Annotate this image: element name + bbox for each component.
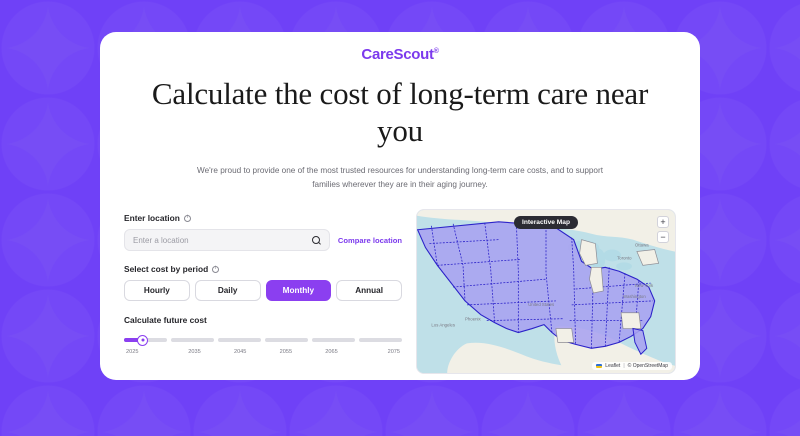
lake-huron <box>603 249 622 262</box>
zoom-out-button[interactable]: − <box>657 231 669 244</box>
page-title: Calculate the cost of long-term care nea… <box>151 76 649 148</box>
slider-tick: 2065 <box>325 349 338 356</box>
compare-location-link[interactable]: Compare location <box>337 235 402 245</box>
openstreetmap-link[interactable]: © OpenStreetMap <box>627 363 668 370</box>
slider-segment <box>171 338 214 343</box>
period-button-annual[interactable]: Annual <box>336 280 402 302</box>
future-cost-slider[interactable]: 2025 2035 2045 2055 2065 2075 <box>124 334 402 359</box>
interactive-map[interactable]: Los Angeles Phoenix United States Washin… <box>416 209 676 375</box>
city-label-toronto: Toronto <box>617 256 632 261</box>
attribution-separator: | <box>623 363 625 370</box>
map-zoom-controls: + − <box>657 216 669 244</box>
state-louisiana <box>555 328 575 343</box>
slider-tick: 2025 <box>126 349 139 356</box>
slider-segment <box>312 338 355 343</box>
calculator-form: Enter location i Enter a location Compar… <box>124 209 402 359</box>
state-georgia <box>620 312 642 330</box>
brand-header: CareScout® <box>100 46 700 64</box>
slider-track[interactable] <box>124 338 402 343</box>
slider-segment <box>265 338 308 343</box>
brand-name: CareScout <box>361 46 434 63</box>
period-button-group: Hourly Daily Monthly Annual <box>124 280 402 302</box>
slider-segment <box>359 338 402 343</box>
city-label-los-angeles: Los Angeles <box>431 323 455 328</box>
search-input-placeholder: Enter a location <box>133 235 189 245</box>
slider-tick: 2035 <box>188 349 201 356</box>
leaflet-flag-icon <box>596 364 603 369</box>
slider-thumb[interactable] <box>137 334 148 346</box>
map-attribution: Leaflet | © OpenStreetMap <box>592 362 672 371</box>
state-borders <box>429 223 653 349</box>
period-button-daily[interactable]: Daily <box>194 280 261 302</box>
slider-tick: 2075 <box>387 349 401 356</box>
main-card: CareScout® Calculate the cost of long-te… <box>100 32 700 380</box>
state-wisconsin <box>579 239 598 266</box>
period-label-text: Select cost by period <box>124 264 209 275</box>
lake-erie <box>616 262 632 271</box>
city-label-phoenix: Phoenix <box>465 317 481 322</box>
carescout-logo[interactable]: CareScout® <box>361 46 438 63</box>
slider-segment <box>218 338 261 343</box>
us-states-outline <box>417 221 656 350</box>
map-canvas[interactable]: Los Angeles Phoenix United States Washin… <box>417 210 675 374</box>
slider-tick: 2055 <box>279 349 293 356</box>
slider-fill <box>124 338 142 343</box>
slider-tick: 2045 <box>233 349 247 356</box>
location-label-text: Enter location <box>124 213 180 224</box>
state-florida <box>632 328 648 356</box>
slider-tick-labels: 2025 2035 2045 2055 2065 2075 <box>124 349 402 355</box>
info-icon[interactable]: i <box>183 214 191 222</box>
map-land-north <box>417 210 675 252</box>
content-row: Enter location i Enter a location Compar… <box>100 209 700 375</box>
city-label-united-states: United States <box>528 302 554 307</box>
location-search-row: Enter a location Compare location <box>124 229 402 252</box>
city-label-ottawa: Ottawa <box>635 243 649 248</box>
state-newyork-region <box>636 249 660 266</box>
leaflet-link[interactable]: Leaflet <box>605 363 621 370</box>
interactive-map-badge: Interactive Map <box>513 216 579 230</box>
state-illinois <box>589 267 604 294</box>
period-button-hourly[interactable]: Hourly <box>124 280 190 302</box>
city-label-washington: Washington <box>623 294 646 299</box>
search-input[interactable]: Enter a location <box>124 229 330 252</box>
zoom-in-button[interactable]: + <box>657 216 669 229</box>
future-cost-label: Calculate future cost <box>124 315 207 326</box>
location-label: Enter location i <box>124 213 402 223</box>
state-highlight-layer <box>417 221 656 350</box>
page-subtitle: We're proud to provide one of the most t… <box>196 166 603 189</box>
period-label: Select cost by period i <box>124 264 402 274</box>
city-label-new-york: New York <box>635 283 654 288</box>
search-icon[interactable] <box>311 235 321 245</box>
trademark-mark: ® <box>433 48 439 55</box>
info-icon[interactable]: i <box>212 265 220 273</box>
period-button-monthly[interactable]: Monthly <box>265 280 332 302</box>
map-land-mexico <box>447 342 606 374</box>
